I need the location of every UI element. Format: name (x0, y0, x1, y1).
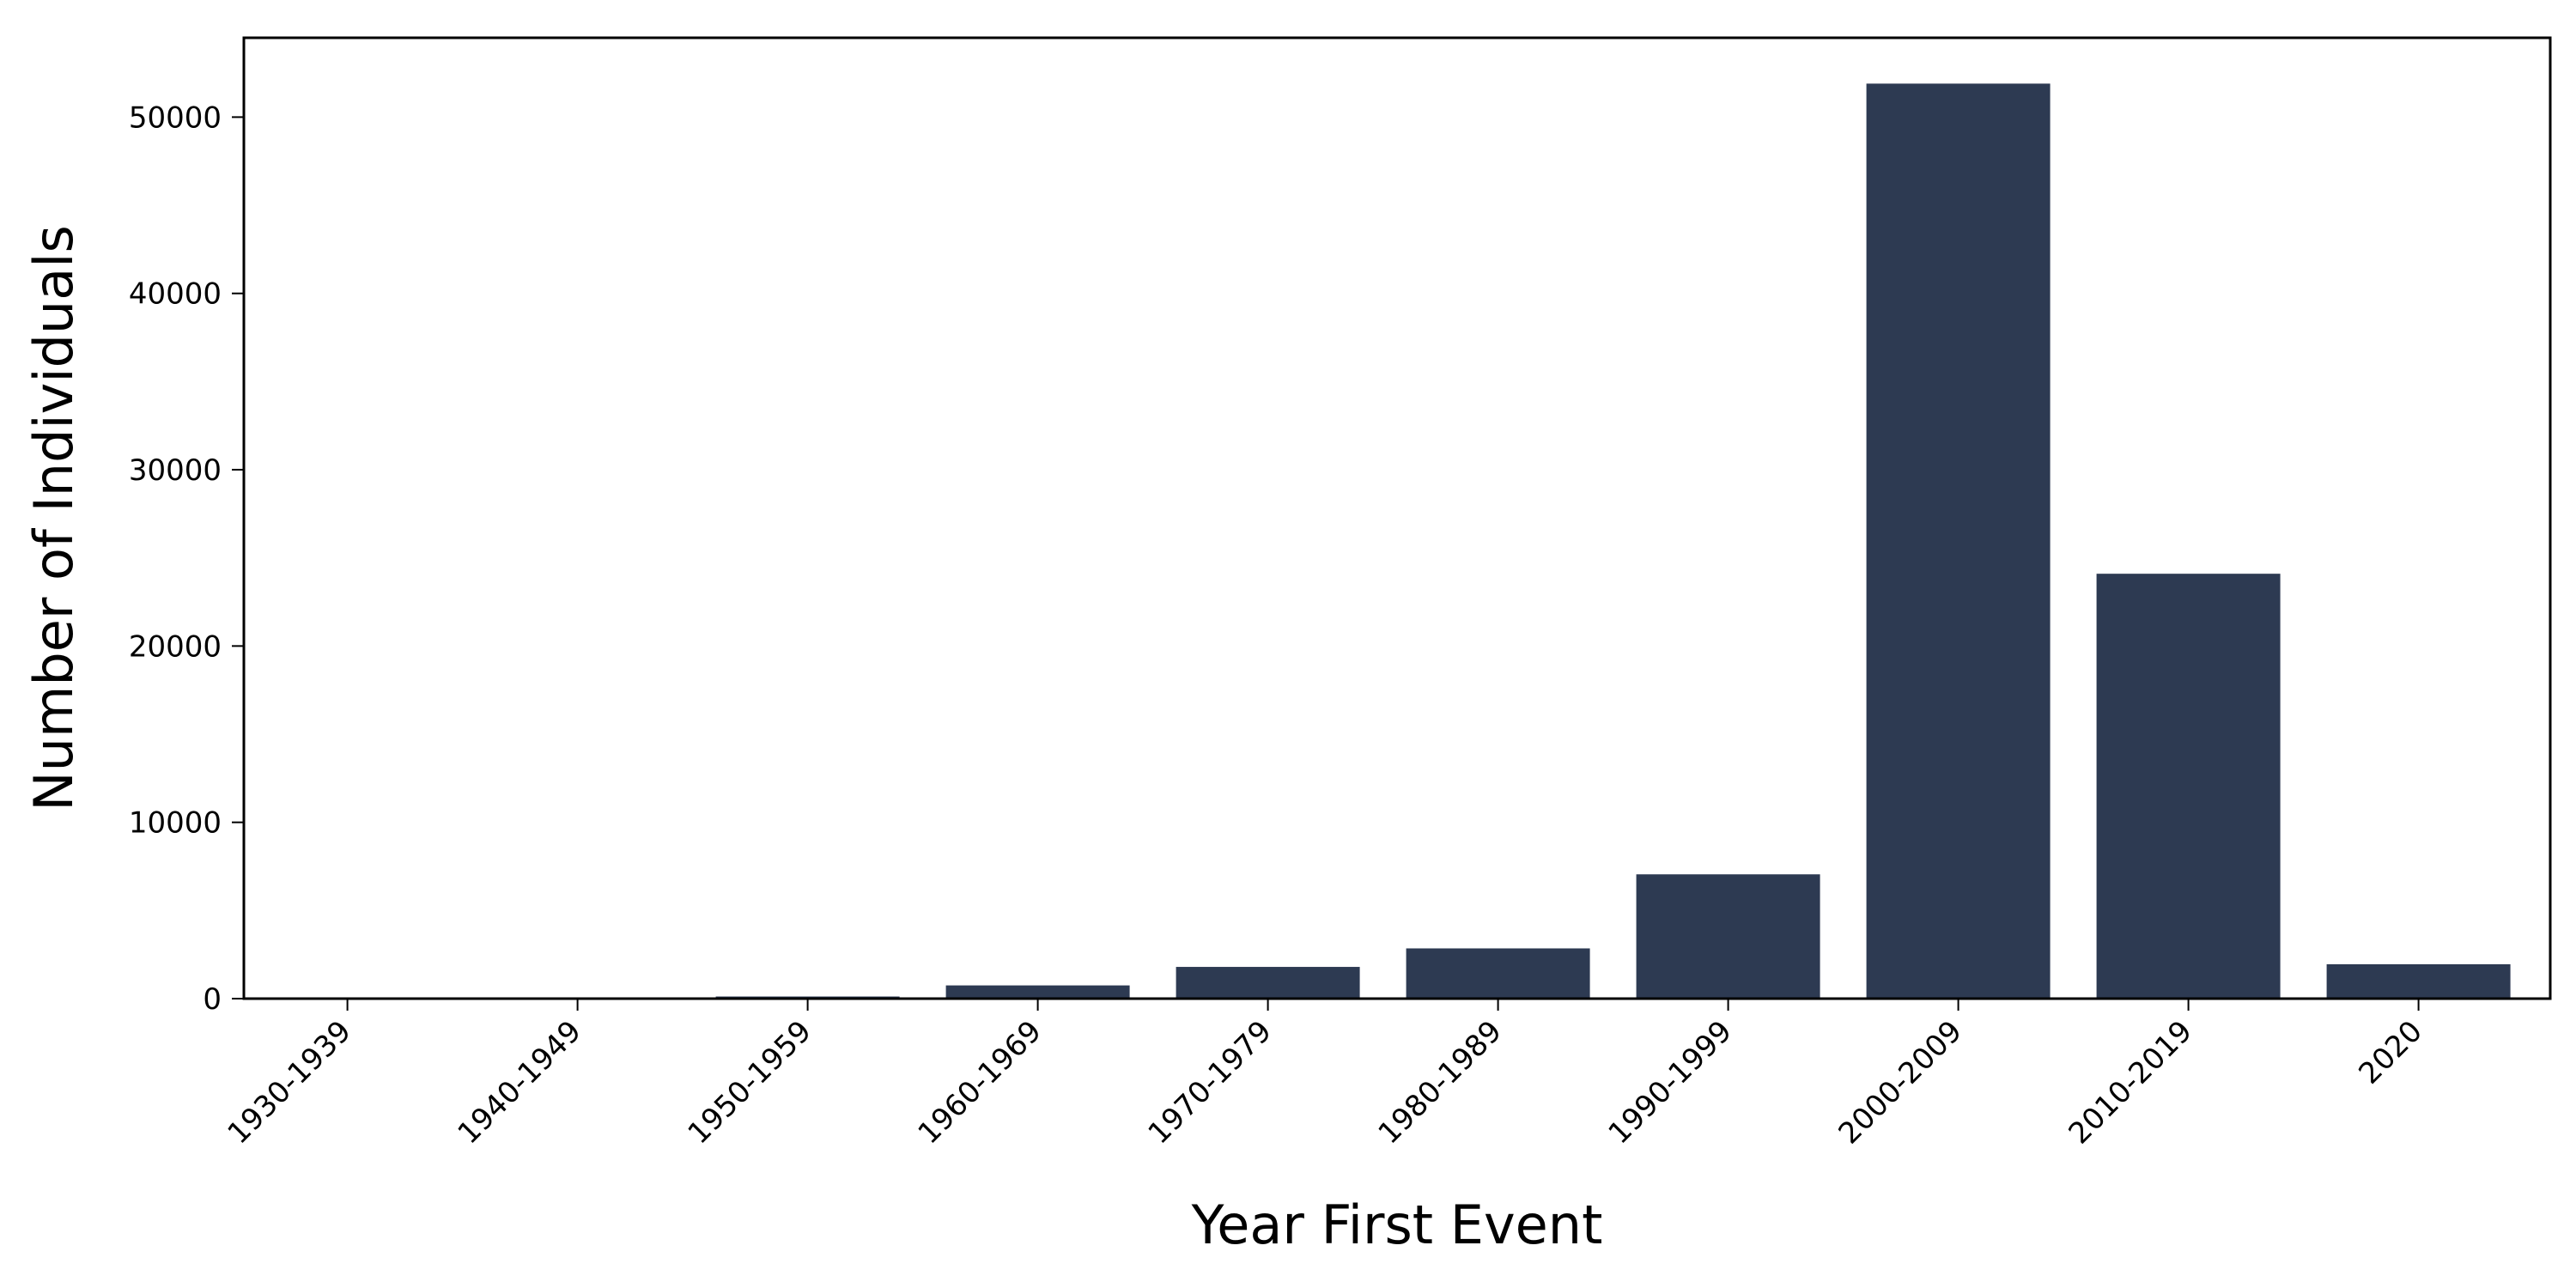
x-tick-label: 2010-2019 (2063, 1014, 2199, 1151)
bar-2010-2019 (2096, 574, 2281, 999)
x-tick-label: 1990-1999 (1602, 1014, 1739, 1151)
x-tick-label: 1950-1959 (682, 1014, 818, 1151)
y-axis-ticks: 0 10000 20000 30000 40000 50000 (129, 100, 244, 1017)
x-axis-ticks: 1930-1939 1940-1949 1950-1959 1960-1969 1970… (222, 999, 2429, 1151)
bar-2020 (2326, 963, 2511, 999)
bar-1960-1969 (945, 985, 1130, 999)
x-tick-label: 1960-1969 (912, 1014, 1048, 1151)
y-tick-label: 10000 (129, 806, 222, 841)
y-tick-label: 50000 (129, 100, 222, 135)
y-tick-label: 30000 (129, 453, 222, 488)
y-tick-label: 20000 (129, 629, 222, 664)
x-tick-label: 1940-1949 (452, 1014, 588, 1151)
x-tick-label: 1980-1989 (1372, 1014, 1509, 1151)
y-tick-label: 40000 (129, 277, 222, 312)
bar-1970-1979 (1176, 967, 1360, 999)
bar-1990-1999 (1636, 874, 1820, 999)
bar-1980-1989 (1406, 948, 1590, 999)
x-tick-label: 1930-1939 (222, 1014, 358, 1151)
bar-group (255, 83, 2511, 999)
x-tick-label: 2020 (2352, 1014, 2428, 1091)
x-tick-label: 1970-1979 (1142, 1014, 1279, 1151)
y-axis-title: Number of Individuals (22, 225, 85, 811)
y-tick-label: 0 (203, 982, 222, 1017)
x-tick-label: 2000-2009 (1832, 1014, 1969, 1151)
bar-2000-2009 (1866, 83, 2050, 999)
x-axis-title: Year First Event (1191, 1194, 1603, 1256)
plot-frame (242, 36, 2552, 1000)
